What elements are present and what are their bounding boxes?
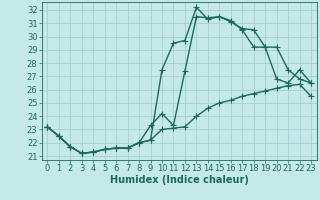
X-axis label: Humidex (Indice chaleur): Humidex (Indice chaleur): [110, 175, 249, 185]
